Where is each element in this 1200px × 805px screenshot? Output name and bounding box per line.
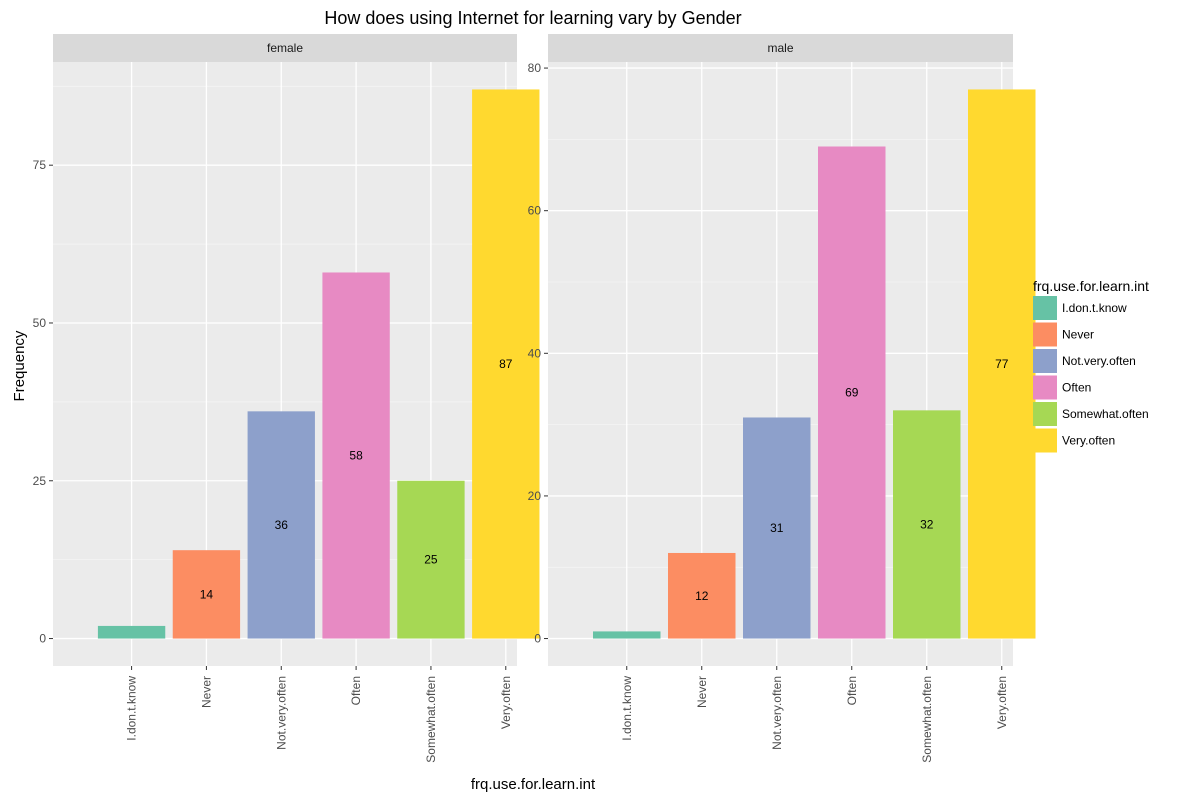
legend: frq.use.for.learn.int I.don.t.know Never N… <box>1033 278 1149 453</box>
x-tick-label: Not.very.often <box>770 676 784 750</box>
bar-Never <box>668 552 736 639</box>
y-tick-label: 0 <box>534 632 541 646</box>
bar-Never <box>172 550 241 639</box>
data-label: 32 <box>920 517 934 531</box>
y-tick-label: 25 <box>33 474 47 488</box>
legend-title: frq.use.for.learn.int <box>1033 278 1149 294</box>
legend-label: Very.often <box>1062 434 1115 448</box>
y-tick-label: 0 <box>39 632 46 646</box>
bar-Not.very.often <box>247 411 315 639</box>
data-label: 87 <box>499 357 513 371</box>
data-label: 12 <box>695 589 709 603</box>
x-axis-title: frq.use.for.learn.int <box>471 776 596 793</box>
x-tick-label: Somewhat.often <box>920 676 934 763</box>
chart-title: How does using Internet for learning var… <box>324 8 741 28</box>
bar-Not.very.often <box>743 417 811 639</box>
x-tick-label: Not.very.often <box>274 676 288 750</box>
data-label: 36 <box>275 518 289 532</box>
y-tick-label: 60 <box>528 204 542 218</box>
legend-label: Often <box>1062 381 1091 395</box>
legend-key-Somewhat.often <box>1033 402 1057 426</box>
x-tick-label: Never <box>199 676 213 708</box>
y-tick-label: 50 <box>33 316 47 330</box>
bar-Somewhat.often <box>893 410 961 639</box>
y-axis-title: Frequency <box>11 330 28 401</box>
x-tick-label: I.don.t.know <box>125 676 139 741</box>
legend-key-I.don.t.know <box>1033 296 1057 320</box>
panel-female: female 14 36 58 25 87 0 25 50 75 I.don.t.know Never… <box>33 34 540 763</box>
data-label: 14 <box>200 587 214 601</box>
legend-key-Never <box>1033 322 1057 347</box>
x-tick-label: I.don.t.know <box>620 676 634 741</box>
data-label: 25 <box>424 553 438 567</box>
legend-label: Somewhat.often <box>1062 407 1149 421</box>
panel-male: male 12 31 69 32 77 0 20 40 60 80 I.don.t.know Never… <box>528 34 1036 763</box>
x-tick-label: Very.often <box>499 676 513 729</box>
legend-key-Very.often <box>1033 428 1057 453</box>
data-label: 58 <box>349 449 363 463</box>
data-label: 77 <box>995 357 1009 371</box>
bar-Very.often <box>968 89 1036 639</box>
x-tick-label: Never <box>695 676 709 708</box>
data-label: 31 <box>770 521 784 535</box>
bar-I.don.t.know <box>97 625 166 639</box>
bar-Often <box>322 272 390 639</box>
y-tick-label: 40 <box>528 346 542 360</box>
facet-strip-label: male <box>767 41 793 55</box>
y-tick-label: 20 <box>528 489 542 503</box>
legend-label: Never <box>1062 328 1094 342</box>
data-label: 69 <box>845 386 859 400</box>
x-tick-label: Very.often <box>995 676 1009 729</box>
legend-items: I.don.t.know Never Not.very.often Often Some… <box>1033 296 1149 453</box>
x-tick-label: Somewhat.often <box>424 676 438 763</box>
bar-Very.often <box>472 89 540 639</box>
legend-label: I.don.t.know <box>1062 301 1127 315</box>
x-tick-label: Often <box>845 676 859 705</box>
y-tick-label: 75 <box>33 158 47 172</box>
y-tick-label: 80 <box>528 61 542 75</box>
facet-strip-label: female <box>267 41 303 55</box>
legend-key-Often <box>1033 375 1057 400</box>
legend-label: Not.very.often <box>1062 354 1136 368</box>
bar-I.don.t.know <box>593 631 661 639</box>
bar-Often <box>818 146 886 639</box>
facet-panels: female 14 36 58 25 87 0 25 50 75 I.don.t.know Never… <box>33 34 1036 763</box>
facet-strip-background <box>53 34 517 62</box>
x-tick-label: Often <box>349 676 363 705</box>
bar-Somewhat.often <box>397 480 465 639</box>
legend-key-Not.very.often <box>1033 349 1057 373</box>
facet-strip-background <box>548 34 1013 62</box>
